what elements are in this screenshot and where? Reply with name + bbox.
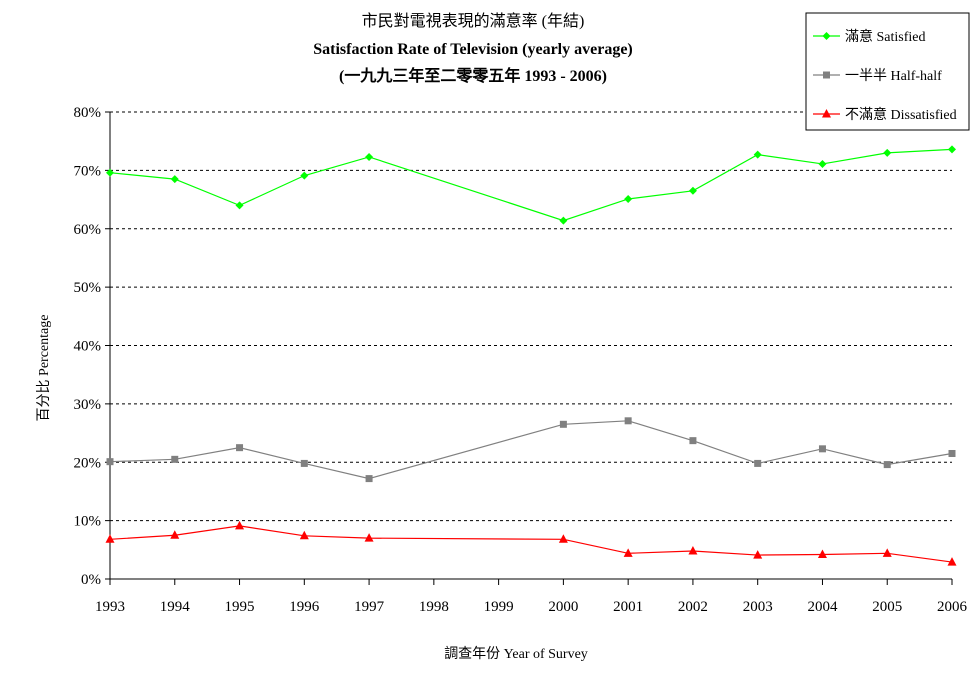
title-line-chinese: 市民對電視表現的滿意率 (年結) — [362, 11, 585, 30]
y-axis-label: 百分比 Percentage — [36, 315, 52, 422]
series-line — [109, 148, 953, 222]
data-point — [948, 449, 956, 457]
data-point — [818, 445, 826, 453]
legend-swatch-marker — [822, 109, 831, 118]
legend-box — [805, 12, 970, 131]
legend-item: 滿意 Satisfied — [813, 28, 926, 45]
y-tick-label: 20% — [74, 455, 102, 471]
y-tick-label: 80% — [74, 105, 102, 121]
data-point — [559, 420, 567, 428]
x-tick-label: 2001 — [613, 599, 643, 615]
x-tick-label: 2004 — [807, 599, 838, 615]
legend: 滿意 Satisfied 一半半 Half-half 不滿意 Dissatisfie… — [805, 12, 970, 131]
series-line — [109, 525, 953, 563]
data-point — [365, 475, 373, 483]
x-tick-label: 2002 — [678, 599, 708, 615]
y-tick-label: 40% — [74, 339, 102, 355]
legend-label: 滿意 Satisfied — [845, 28, 926, 45]
data-point — [754, 459, 762, 467]
data-point — [300, 171, 309, 180]
x-tick-label: 1997 — [354, 599, 385, 615]
data-point — [105, 534, 115, 543]
x-tick-label: 1998 — [419, 599, 449, 615]
data-point — [883, 148, 892, 157]
gridlines — [110, 111, 952, 522]
data-point — [365, 152, 374, 161]
data-point — [236, 444, 244, 452]
series-0 — [106, 145, 956, 225]
data-point — [948, 145, 956, 154]
data-point — [818, 159, 827, 168]
legend-label: 一半半 Half-half — [845, 68, 942, 84]
data-point — [106, 168, 114, 177]
y-tick-label: 70% — [74, 163, 102, 179]
data-point — [106, 458, 114, 466]
data-point — [623, 548, 633, 557]
data-point — [364, 533, 374, 542]
data-point — [171, 455, 179, 463]
y-tick-label: 50% — [74, 280, 102, 296]
x-tick-label: 2005 — [872, 599, 902, 615]
data-point — [170, 530, 180, 539]
y-tick-label: 10% — [74, 514, 102, 530]
y-tick-label: 60% — [74, 222, 102, 238]
data-point — [688, 545, 698, 555]
x-tick-label: 1993 — [95, 599, 125, 615]
data-point — [559, 216, 568, 225]
x-tick-label: 1994 — [160, 599, 191, 615]
x-tick-label: 2000 — [548, 599, 578, 615]
data-point — [753, 150, 762, 159]
legend-swatch-marker — [823, 71, 830, 79]
legend-item: 一半半 Half-half — [813, 68, 942, 84]
chart-title: 市民對電視表現的滿意率 (年結) Satisfaction Rate of Te… — [313, 11, 633, 85]
x-tick-label: 1999 — [484, 599, 514, 615]
y-axis-ticks: 0% 10% 20% 30% 40% 50% 60% 70% 80% — [74, 105, 102, 588]
data-point — [235, 520, 245, 530]
y-tick-label: 0% — [81, 572, 101, 588]
legend-label: 不滿意 Dissatisfied — [845, 106, 957, 123]
data-point — [882, 548, 892, 557]
legend-swatch-marker — [822, 32, 831, 40]
series-1 — [106, 417, 956, 483]
series-layer — [105, 145, 957, 566]
x-tick-label: 2003 — [743, 599, 773, 615]
x-axis-ticks: 1993 1994 1995 1996 1997 1998 1999 2000 2001 2002… — [95, 599, 968, 615]
data-point — [688, 186, 697, 195]
data-point — [947, 557, 957, 566]
data-point — [624, 194, 633, 203]
data-point — [558, 534, 568, 543]
data-point — [235, 201, 244, 210]
data-point — [624, 417, 632, 425]
data-point — [689, 437, 697, 445]
x-tick-label: 1995 — [225, 599, 255, 615]
x-tick-label: 1996 — [289, 599, 320, 615]
data-point — [753, 550, 763, 559]
data-point — [817, 549, 827, 558]
y-tick-label: 30% — [74, 397, 102, 413]
data-point — [299, 530, 309, 540]
series-2 — [105, 520, 957, 566]
axes — [105, 111, 953, 585]
x-tick-label: 2006 — [937, 599, 968, 615]
series-line — [109, 420, 953, 480]
title-line-period: (一九九三年至二零零五年 1993 - 2006) — [339, 66, 607, 85]
data-point — [170, 175, 179, 184]
legend-item: 不滿意 Dissatisfied — [813, 106, 957, 123]
data-point — [883, 461, 891, 469]
x-axis-label: 調查年份 Year of Survey — [444, 646, 588, 662]
data-point — [300, 459, 308, 467]
title-line-english: Satisfaction Rate of Television (yearly … — [313, 41, 633, 58]
